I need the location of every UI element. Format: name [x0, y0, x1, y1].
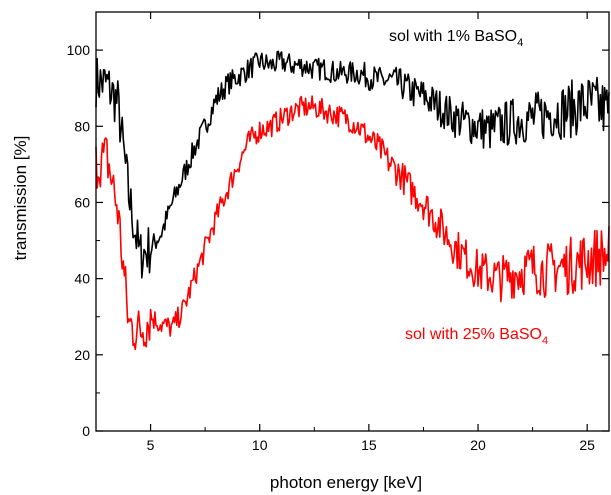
y-tick-label: 40	[74, 271, 90, 287]
annotation-25pct-subscript: 4	[542, 335, 548, 347]
axis-ticks	[95, 12, 609, 432]
x-tick-label: 20	[470, 437, 486, 453]
x-tick-label: 10	[252, 437, 268, 453]
y-tick-label: 20	[74, 347, 90, 363]
y-tick-label: 80	[74, 118, 90, 134]
annotation-1pct-text: sol with 1% BaSO	[389, 28, 517, 45]
x-tick-label: 25	[579, 437, 595, 453]
annotation-25pct-text: sol with 25% BaSO	[405, 326, 542, 343]
plot-border	[95, 11, 610, 432]
series-line-1pct	[95, 50, 610, 279]
annotation-25pct: sol with 25% BaSO4	[405, 326, 548, 347]
series-group	[95, 50, 610, 351]
plot-frame	[95, 11, 610, 432]
annotation-1pct: sol with 1% BaSO4	[389, 28, 523, 49]
tick-labels: 5 10 15 20 25 0 20 40 60 80 100	[67, 42, 596, 453]
x-axis-title: photon energy [keV]	[270, 473, 422, 492]
x-tick-label: 5	[147, 437, 155, 453]
series-line-25pct	[95, 95, 610, 351]
y-tick-label: 60	[74, 194, 90, 210]
y-axis-title: transmission [%]	[11, 136, 30, 261]
x-tick-label: 15	[361, 437, 377, 453]
y-tick-label: 0	[82, 423, 90, 439]
y-tick-label: 100	[67, 42, 91, 58]
annotation-1pct-subscript: 4	[517, 37, 523, 49]
